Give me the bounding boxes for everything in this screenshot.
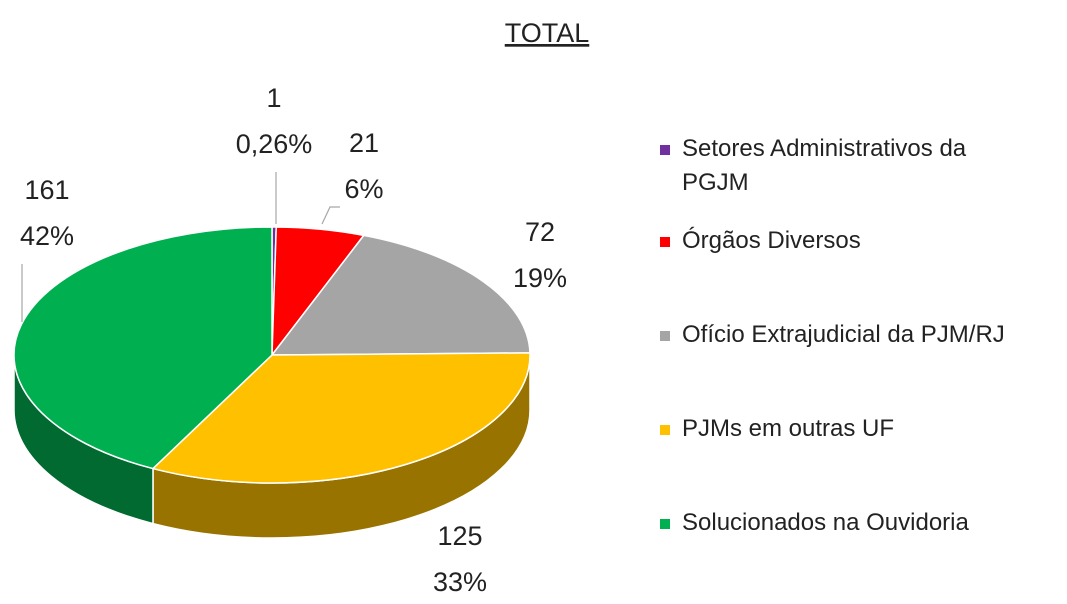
data-label: 161 bbox=[24, 175, 69, 205]
pie-slice bbox=[13, 226, 273, 470]
data-label: 125 bbox=[437, 521, 482, 551]
legend-swatch bbox=[660, 237, 670, 247]
legend-item: Setores Administrativos da PGJM bbox=[656, 132, 1026, 200]
data-label: 1 bbox=[266, 83, 281, 113]
pie-slice bbox=[151, 352, 531, 484]
legend-item: Ofício Extrajudicial da PJM/RJ bbox=[656, 318, 1026, 352]
legend-item: PJMs em outras UF bbox=[656, 412, 1026, 446]
legend-label: Setores Administrativos da PGJM bbox=[682, 135, 967, 196]
legend-label: PJMs em outras UF bbox=[682, 415, 895, 442]
chart-title: TOTAL bbox=[505, 18, 590, 48]
leader-line bbox=[321, 206, 340, 225]
legend-swatch bbox=[660, 145, 670, 155]
legend-label: Ofício Extrajudicial da PJM/RJ bbox=[682, 321, 1005, 348]
legend-label: Solucionados na Ouvidoria bbox=[682, 509, 969, 536]
legend-item: Solucionados na Ouvidoria bbox=[656, 506, 1026, 540]
legend-label: Órgãos Diversos bbox=[682, 227, 861, 254]
legend-item: Órgãos Diversos bbox=[656, 224, 1026, 258]
legend-swatch bbox=[660, 331, 670, 341]
legend-swatch bbox=[660, 425, 670, 435]
legend-swatch bbox=[660, 519, 670, 529]
data-label: 72 bbox=[525, 217, 555, 247]
percent-label: 33% bbox=[433, 567, 487, 597]
percent-label: 0,26% bbox=[236, 129, 313, 159]
legend: Setores Administrativos da PGJM Órgãos Di… bbox=[656, 132, 1026, 600]
pie-slice bbox=[270, 234, 531, 356]
percent-label: 42% bbox=[20, 221, 74, 251]
percent-label: 19% bbox=[513, 263, 567, 293]
data-label: 21 bbox=[349, 128, 379, 158]
percent-label: 6% bbox=[344, 174, 383, 204]
